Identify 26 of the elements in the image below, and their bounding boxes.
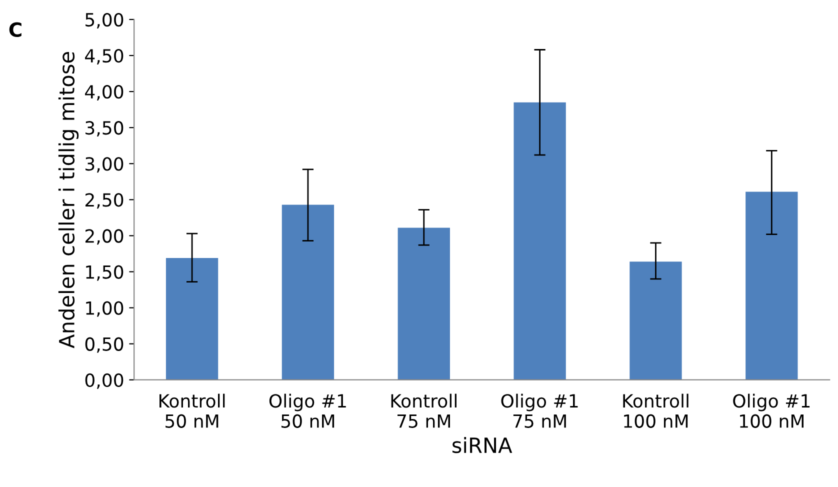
y-tick-label: 4,00 <box>85 85 124 101</box>
bar <box>398 228 450 380</box>
bar <box>630 262 682 380</box>
y-tick-label: 1,00 <box>86 301 124 317</box>
y-tick-label: 4,50 <box>85 48 124 64</box>
y-tick-label: 3,50 <box>86 121 124 137</box>
bar <box>746 192 798 380</box>
y-tick-label: 1,50 <box>86 265 124 281</box>
y-tick-label: 0,50 <box>85 337 124 353</box>
x-tick-label: Oligo #1 50 nM <box>269 394 346 428</box>
x-tick-label: Oligo #1 100 nM <box>733 394 810 428</box>
y-tick-label: 3,00 <box>86 157 124 173</box>
x-tick-label: Oligo #1 75 nM <box>501 394 578 428</box>
bar <box>282 204 334 380</box>
y-tick-label: 2,50 <box>85 193 124 209</box>
y-tick-label: 0,00 <box>85 373 124 389</box>
y-tick-label: 2,00 <box>85 229 124 245</box>
x-tick-label: Kontroll 75 nM <box>391 394 456 428</box>
bar <box>514 102 566 380</box>
y-axis-title: Andelen celler i tidlig mitose <box>58 52 79 348</box>
text: C <box>9 22 22 37</box>
x-tick-label: Kontroll 50 nM <box>160 394 225 428</box>
bar <box>166 258 218 380</box>
x-tick-label: Kontroll 100 nM <box>623 394 688 428</box>
x-axis-title: siRNA <box>452 436 512 454</box>
y-tick-label: 5,00 <box>86 12 124 28</box>
